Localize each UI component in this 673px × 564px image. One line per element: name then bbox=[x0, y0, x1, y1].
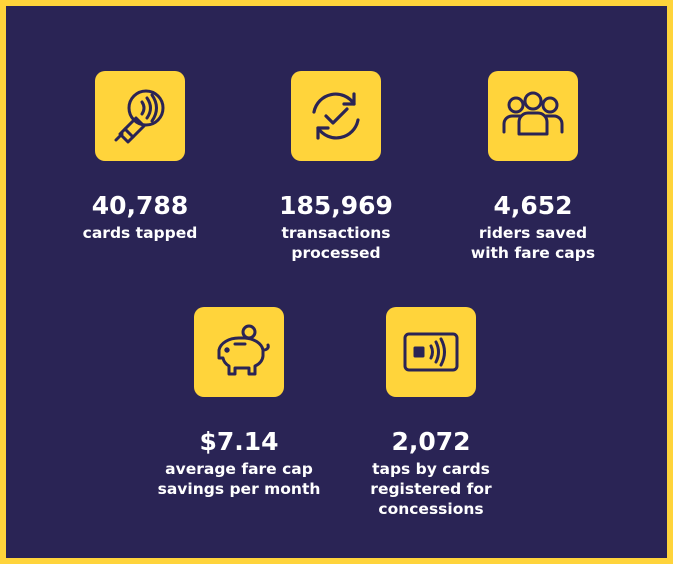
stat-value: $7.14 bbox=[199, 427, 279, 456]
stat-average-savings: $7.14 average fare cap savings per month bbox=[144, 307, 334, 499]
card-tap-icon bbox=[114, 89, 165, 144]
stat-label: taps by cards registered for concessions bbox=[370, 460, 492, 518]
stat-concession-taps: 2,072 taps by cards registered for conce… bbox=[336, 307, 526, 519]
stat-riders-saved: 4,652 riders saved with fare caps bbox=[438, 71, 628, 263]
people-group-icon bbox=[502, 91, 564, 136]
contactless-card-icon bbox=[403, 332, 459, 372]
stat-value: 4,652 bbox=[493, 191, 573, 220]
stat-value: 185,969 bbox=[279, 191, 393, 220]
icon-tile bbox=[194, 307, 284, 397]
stat-cards-tapped: 40,788 cards tapped bbox=[45, 71, 235, 243]
refresh-check-icon bbox=[312, 92, 360, 140]
icon-tile bbox=[488, 71, 578, 161]
stat-label: cards tapped bbox=[82, 224, 198, 242]
stat-transactions-processed: 185,969 transactions processed bbox=[241, 71, 431, 263]
stat-value: 40,788 bbox=[91, 191, 189, 220]
stat-value: 2,072 bbox=[391, 427, 471, 456]
icon-tile bbox=[291, 71, 381, 161]
icon-tile bbox=[386, 307, 476, 397]
piggy-bank-icon bbox=[217, 324, 270, 376]
icon-tile bbox=[95, 71, 185, 161]
stat-label: average fare cap savings per month bbox=[157, 460, 321, 498]
stat-label: riders saved with fare caps bbox=[470, 224, 596, 262]
stat-label: transactions processed bbox=[281, 224, 391, 262]
